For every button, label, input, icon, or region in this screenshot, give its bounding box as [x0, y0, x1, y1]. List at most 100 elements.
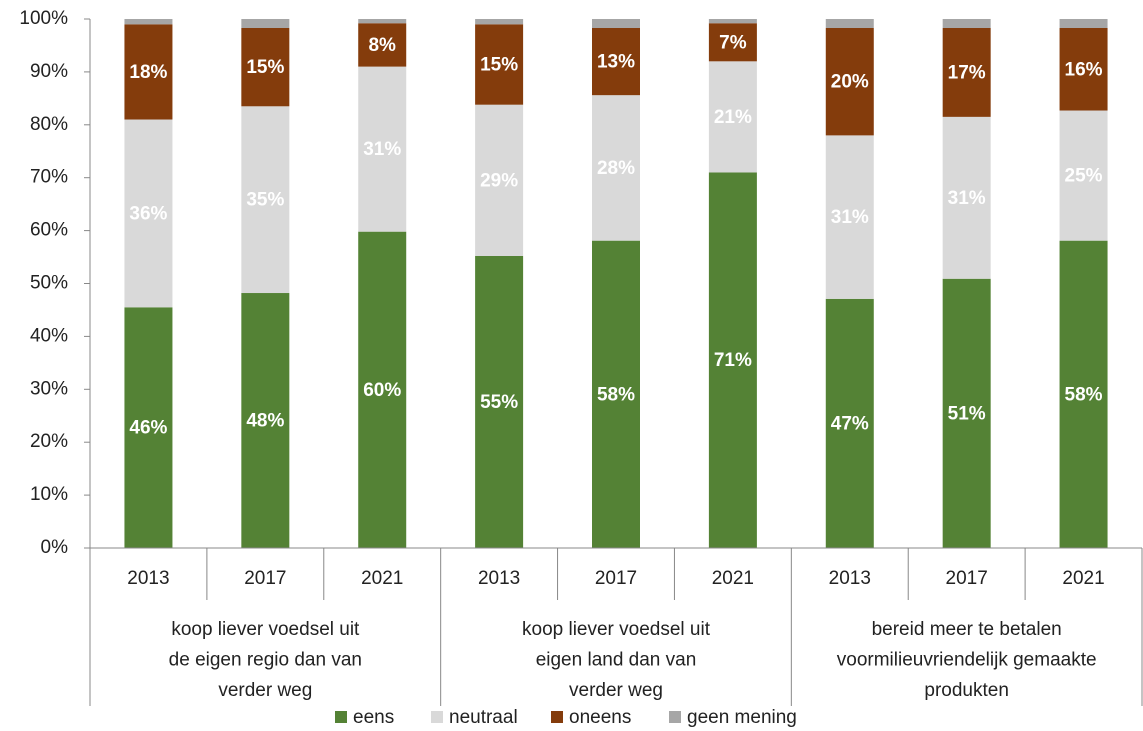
x-tick-label: 2017 [595, 568, 637, 589]
group-label: produkten [924, 680, 1009, 701]
data-label: 28% [597, 158, 635, 179]
bar-segment [241, 27, 290, 107]
bar-segment [825, 298, 874, 548]
bar-segment [241, 106, 290, 294]
bar-segment [1059, 19, 1108, 28]
data-label: 60% [363, 380, 401, 401]
bar-segment [475, 19, 524, 25]
bar-segment [124, 119, 173, 308]
y-tick-label: 90% [30, 61, 68, 82]
x-tick-label: 2013 [127, 568, 169, 589]
bar-segment [825, 27, 874, 136]
group-label: eigen land dan van [536, 650, 697, 671]
bar-segment [708, 23, 757, 62]
y-tick-label: 70% [30, 167, 68, 188]
data-label: 58% [1065, 384, 1103, 405]
bar-segment [592, 19, 640, 28]
group-label: verder weg [569, 680, 663, 701]
data-label: 31% [831, 207, 869, 228]
data-label: 18% [129, 62, 167, 83]
data-label: 16% [1065, 59, 1103, 80]
legend-label: geen mening [687, 707, 797, 728]
data-label: 48% [246, 411, 284, 432]
bar-segment [942, 116, 991, 279]
data-label: 15% [246, 57, 284, 78]
data-label: 8% [368, 35, 396, 56]
bar-segment [1059, 110, 1108, 241]
data-label: 17% [948, 62, 986, 83]
bar-segment [1059, 27, 1108, 111]
legend-swatch [431, 711, 443, 723]
data-label: 25% [1065, 166, 1103, 187]
bar-segment [358, 66, 407, 232]
y-tick-label: 100% [19, 8, 68, 29]
bar-segment [124, 307, 173, 548]
data-label: 47% [831, 413, 869, 434]
y-tick-label: 10% [30, 484, 68, 505]
data-label: 15% [480, 55, 518, 76]
y-tick-label: 0% [41, 537, 69, 558]
y-tick-label: 60% [30, 220, 68, 241]
group-label: voormilieuvriendelijk gemaakte [837, 650, 1097, 671]
data-label: 7% [719, 32, 747, 53]
data-label: 13% [597, 52, 635, 73]
y-tick-label: 30% [30, 378, 68, 399]
bar-segment [124, 24, 173, 120]
bar-segment [358, 23, 407, 67]
group-label: bereid meer te betalen [872, 619, 1062, 640]
bar-segment [124, 19, 173, 25]
group-label: de eigen regio dan van [169, 650, 362, 671]
legend-label: oneens [569, 707, 631, 728]
bar-segment [358, 231, 407, 548]
data-label: 36% [129, 203, 167, 224]
bar-segment [475, 24, 524, 105]
data-label: 51% [948, 403, 986, 424]
data-label: 21% [714, 107, 752, 128]
data-label: 71% [714, 350, 752, 371]
legend-swatch [551, 711, 563, 723]
bar-segment [241, 19, 290, 28]
x-tick-label: 2021 [1062, 568, 1104, 589]
bar-segment [1059, 240, 1108, 548]
x-tick-label: 2017 [946, 568, 988, 589]
bar-segment [475, 104, 524, 256]
group-label: verder weg [218, 680, 312, 701]
bar-segment [358, 19, 407, 24]
x-tick-label: 2021 [712, 568, 754, 589]
data-label: 35% [246, 190, 284, 211]
data-label: 31% [948, 188, 986, 209]
data-label: 58% [597, 384, 635, 405]
bar-segment [708, 172, 757, 548]
bar-segment [592, 240, 640, 548]
bar-segment [592, 27, 640, 96]
y-tick-label: 40% [30, 325, 68, 346]
data-label: 29% [480, 170, 518, 191]
data-label: 31% [363, 139, 401, 160]
group-label: koop liever voedsel uit [171, 619, 360, 640]
legend-swatch [335, 711, 347, 723]
x-tick-label: 2013 [829, 568, 871, 589]
legend-label: neutraal [449, 707, 518, 728]
bar-segment [708, 19, 757, 24]
x-tick-label: 2017 [244, 568, 286, 589]
legend-label: eens [353, 707, 394, 728]
y-tick-label: 50% [30, 273, 68, 294]
x-tick-label: 2021 [361, 568, 403, 589]
legend-swatch [669, 711, 681, 723]
x-tick-label: 2013 [478, 568, 520, 589]
bar-segment [942, 27, 991, 117]
data-label: 55% [480, 392, 518, 413]
y-tick-label: 80% [30, 114, 68, 135]
bar-segment [475, 255, 524, 548]
bar-segment [825, 19, 874, 28]
data-label: 46% [129, 418, 167, 439]
bar-segment [942, 19, 991, 28]
group-label: koop liever voedsel uit [522, 619, 711, 640]
bar-segment [592, 95, 640, 241]
bar-segment [241, 293, 290, 548]
bar-segment [825, 135, 874, 299]
bar-segment [708, 61, 757, 173]
y-tick-label: 20% [30, 431, 68, 452]
data-label: 20% [831, 72, 869, 93]
